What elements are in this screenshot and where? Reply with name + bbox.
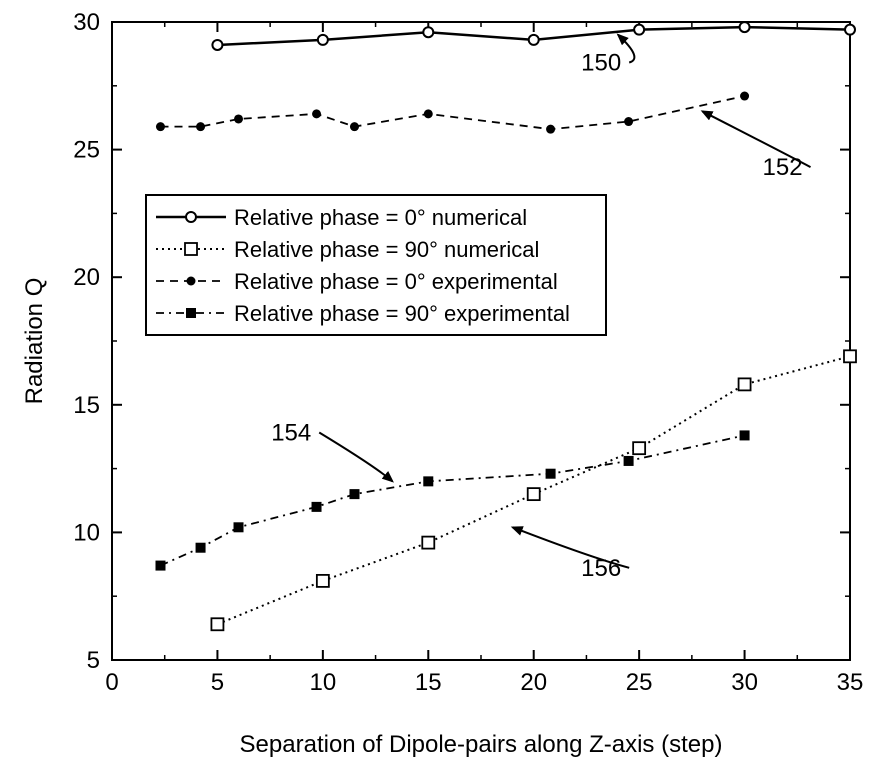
y-tick-label: 30 bbox=[73, 9, 100, 36]
data-point bbox=[186, 276, 196, 286]
x-tick-label: 15 bbox=[415, 669, 442, 696]
series-2 bbox=[210, 349, 857, 632]
callout-arrow bbox=[510, 526, 630, 569]
data-point bbox=[155, 122, 165, 132]
callout-label: 150 bbox=[581, 49, 621, 76]
data-point bbox=[185, 211, 197, 223]
series-line bbox=[160, 95, 745, 131]
x-tick-label: 0 bbox=[105, 669, 118, 696]
data-point bbox=[312, 109, 322, 119]
callout-label: 152 bbox=[763, 154, 803, 181]
data-point bbox=[315, 573, 330, 588]
data-point bbox=[233, 522, 244, 533]
y-tick-label: 25 bbox=[73, 137, 100, 164]
data-point bbox=[740, 91, 750, 101]
x-tick-label: 5 bbox=[211, 669, 224, 696]
data-point bbox=[527, 33, 540, 46]
y-tick-label: 20 bbox=[73, 264, 100, 291]
data-point bbox=[195, 542, 206, 553]
data-point bbox=[311, 501, 322, 512]
data-point bbox=[633, 23, 646, 36]
data-point bbox=[211, 38, 224, 51]
data-point bbox=[632, 441, 647, 456]
x-tick-label: 30 bbox=[731, 669, 758, 696]
data-point bbox=[155, 560, 166, 571]
data-point bbox=[234, 114, 244, 124]
legend-entry: Relative phase = 0° experimental bbox=[234, 269, 558, 294]
data-point bbox=[349, 122, 359, 132]
data-point bbox=[423, 109, 433, 119]
callout-arrow bbox=[700, 110, 811, 169]
plot-frame bbox=[111, 21, 851, 661]
data-point bbox=[526, 487, 541, 502]
callout-arrow bbox=[318, 431, 394, 483]
data-point bbox=[546, 124, 556, 134]
x-tick-label: 25 bbox=[626, 669, 653, 696]
x-tick-label: 35 bbox=[837, 669, 864, 696]
x-tick-label: 10 bbox=[310, 669, 337, 696]
legend: Relative phase = 0° numerical Relative ph… bbox=[145, 194, 607, 336]
data-point bbox=[737, 377, 752, 392]
data-point bbox=[624, 117, 634, 127]
x-tick-label: 20 bbox=[520, 669, 547, 696]
x-axis-title: Separation of Dipole-pairs along Z-axis … bbox=[240, 731, 723, 758]
y-axis-ticks: 5 10 15 20 25 30 bbox=[73, 9, 850, 674]
series-4 bbox=[155, 430, 750, 571]
data-point bbox=[186, 308, 196, 318]
series-3 bbox=[155, 91, 750, 134]
callout-arrow bbox=[616, 33, 636, 64]
legend-entry: Relative phase = 0° numerical bbox=[234, 205, 527, 230]
y-axis-title: Radiation Q bbox=[21, 278, 48, 405]
data-point bbox=[422, 26, 435, 39]
callout-label: 154 bbox=[271, 420, 311, 447]
callout-label: 156 bbox=[581, 555, 621, 582]
x-axis-ticks: 0 5 10 15 20 25 30 35 bbox=[105, 22, 863, 696]
data-point bbox=[184, 242, 198, 256]
data-point bbox=[545, 468, 556, 479]
callouts: 150 152 154 156 bbox=[271, 33, 811, 582]
data-point bbox=[349, 489, 360, 500]
data-point bbox=[844, 23, 856, 36]
data-point bbox=[739, 430, 750, 441]
data-point bbox=[196, 122, 206, 132]
legend-entry: Relative phase = 90° experimental bbox=[234, 301, 570, 326]
legend-box bbox=[145, 194, 607, 336]
y-tick-label: 15 bbox=[73, 392, 100, 419]
data-point bbox=[423, 476, 434, 487]
data-point bbox=[421, 535, 436, 550]
data-point bbox=[623, 455, 634, 466]
data-point bbox=[210, 617, 225, 632]
legend-entry: Relative phase = 90° numerical bbox=[234, 237, 539, 262]
series-line bbox=[160, 434, 745, 567]
data-point bbox=[843, 349, 857, 364]
y-tick-label: 10 bbox=[73, 519, 100, 546]
series-1 bbox=[211, 21, 856, 51]
data-point bbox=[738, 21, 751, 34]
y-tick-label: 5 bbox=[87, 647, 100, 674]
data-point bbox=[316, 33, 329, 46]
